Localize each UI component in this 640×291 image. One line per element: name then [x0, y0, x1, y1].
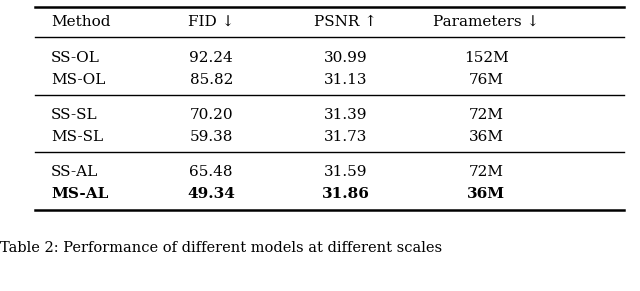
Text: 36M: 36M: [467, 187, 506, 201]
Text: 76M: 76M: [469, 73, 504, 87]
Text: 92.24: 92.24: [189, 51, 233, 65]
Text: 31.59: 31.59: [324, 165, 367, 179]
Text: 70.20: 70.20: [189, 108, 233, 122]
Text: 31.73: 31.73: [324, 130, 367, 144]
Text: 49.34: 49.34: [188, 187, 235, 201]
Text: 72M: 72M: [469, 108, 504, 122]
Text: 85.82: 85.82: [189, 73, 233, 87]
Text: 65.48: 65.48: [189, 165, 233, 179]
Text: Method: Method: [51, 15, 111, 29]
Text: 31.13: 31.13: [324, 73, 367, 87]
Text: MS-OL: MS-OL: [51, 73, 106, 87]
Text: Parameters ↓: Parameters ↓: [433, 15, 540, 29]
Text: FID ↓: FID ↓: [188, 15, 234, 29]
Text: MS-AL: MS-AL: [51, 187, 109, 201]
Text: 152M: 152M: [464, 51, 509, 65]
Text: 59.38: 59.38: [189, 130, 233, 144]
Text: 30.99: 30.99: [324, 51, 367, 65]
Text: Table 2: Performance of different models at different scales: Table 2: Performance of different models…: [0, 241, 442, 255]
Text: PSNR ↑: PSNR ↑: [314, 15, 377, 29]
Text: SS-OL: SS-OL: [51, 51, 100, 65]
Text: SS-SL: SS-SL: [51, 108, 98, 122]
Text: SS-AL: SS-AL: [51, 165, 99, 179]
Text: MS-SL: MS-SL: [51, 130, 103, 144]
Text: 36M: 36M: [469, 130, 504, 144]
Text: 31.39: 31.39: [324, 108, 367, 122]
Text: 31.86: 31.86: [322, 187, 369, 201]
Text: 72M: 72M: [469, 165, 504, 179]
